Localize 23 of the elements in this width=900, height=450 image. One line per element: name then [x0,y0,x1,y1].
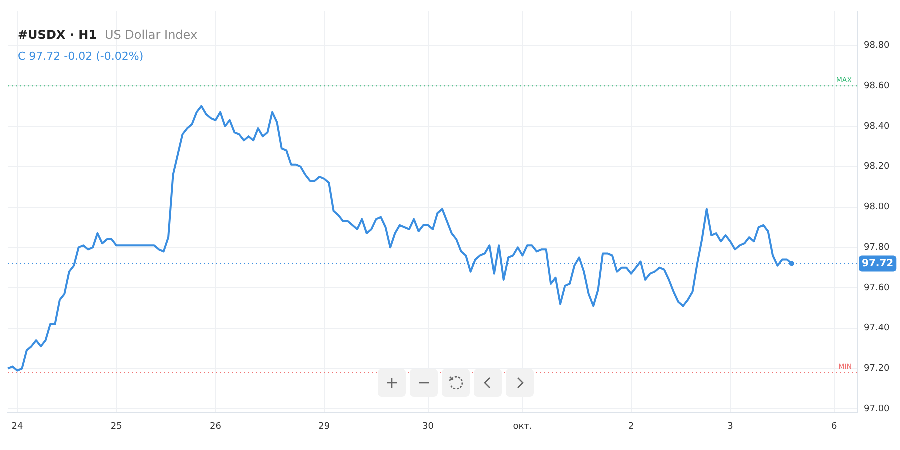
y-tick-label: 98.20 [864,162,890,172]
y-tick-label: 98.40 [864,122,890,132]
text: US Dollar Index [104,28,198,42]
x-tick-label: 25 [110,422,122,432]
text: #USDX · H1 [18,28,97,42]
x-tick-label: 29 [318,422,330,432]
x-tick-label: 2 [628,422,634,432]
y-tick-label: 97.80 [864,242,890,253]
x-tick-label: 6 [832,422,838,432]
y-tick-label: 97.00 [864,404,890,415]
y-tick-label: 97.40 [864,324,890,334]
annotation: C 97.72 -0.02 (-0.02%) [18,50,145,63]
y-tick-label: 97.20 [864,364,890,374]
x-tick-label: 24 [12,422,24,432]
x-tick-label: 30 [422,422,434,432]
x-tick-label: окт. [513,422,532,432]
y-tick-label: 98.60 [864,81,890,92]
x-tick-label: 3 [728,422,734,432]
y-tick-label: 97.60 [864,283,890,294]
y-tick-label: 98.80 [864,41,890,52]
ref-line-label: 97.72 [862,258,894,270]
x-tick-label: 26 [210,422,222,432]
y-tick-label: 98.00 [864,202,890,213]
